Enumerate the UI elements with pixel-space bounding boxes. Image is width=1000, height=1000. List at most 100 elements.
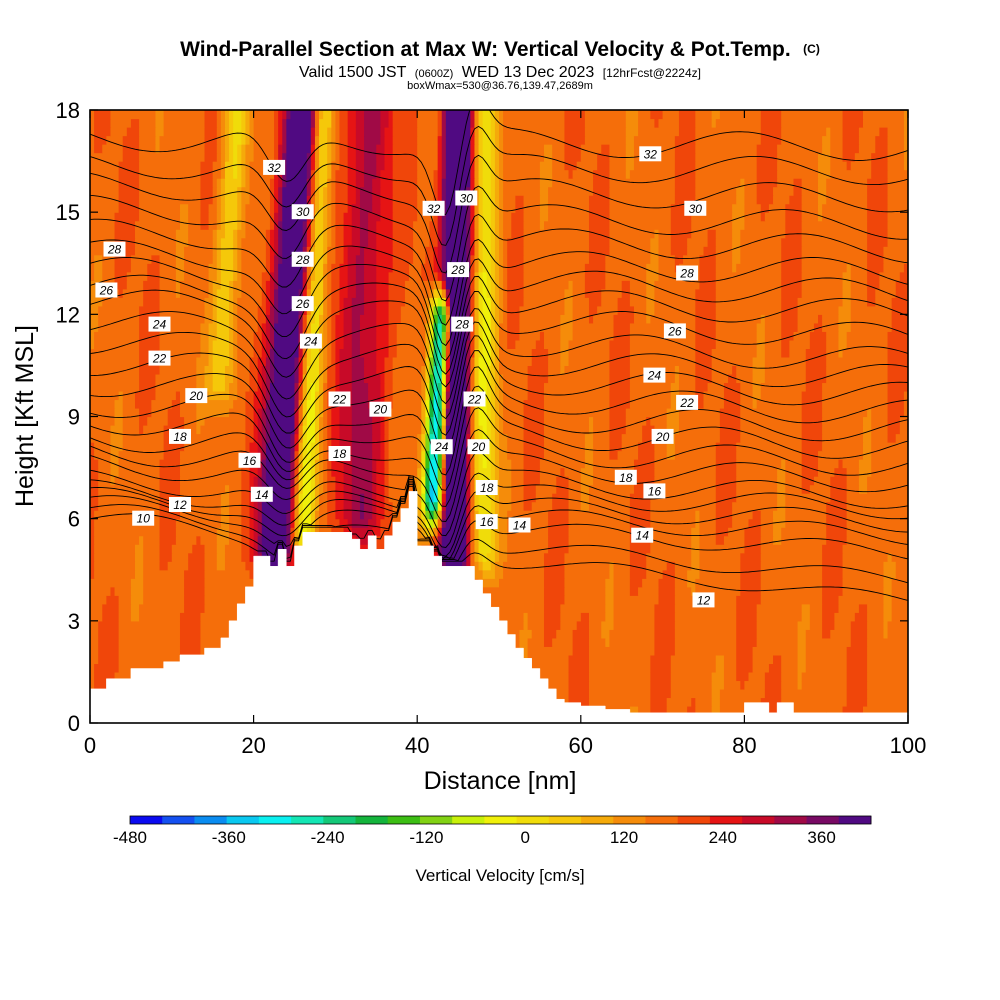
isentrope-label-text: 28 [295, 253, 310, 267]
velocity-cell [314, 476, 320, 486]
velocity-cell [523, 450, 545, 460]
velocity-cell [678, 425, 721, 435]
velocity-cell [887, 229, 908, 239]
velocity-cell [188, 203, 202, 213]
velocity-cell [331, 339, 336, 349]
velocity-cell [437, 237, 443, 247]
velocity-cell [584, 450, 594, 460]
velocity-cell [478, 416, 488, 426]
isentrope-line [90, 350, 908, 455]
velocity-cell [237, 382, 251, 392]
velocity-cell [233, 288, 242, 298]
velocity-cell [499, 433, 508, 443]
velocity-cell [188, 220, 202, 230]
velocity-cell [241, 484, 251, 494]
velocity-cell [494, 416, 500, 426]
velocity-cell [351, 501, 361, 511]
velocity-cell [822, 442, 864, 452]
velocity-cell [331, 322, 336, 332]
velocity-cell [494, 135, 500, 145]
copyright-mark: (C) [803, 42, 820, 56]
velocity-cell [887, 382, 908, 392]
velocity-cell [188, 237, 214, 247]
velocity-cell [482, 144, 492, 154]
velocity-cell [261, 373, 267, 384]
isentrope-label: 24 [148, 316, 171, 332]
velocity-cell [417, 510, 422, 520]
velocity-cell [437, 450, 443, 460]
velocity-cell [90, 544, 95, 554]
velocity-cell [494, 433, 500, 443]
velocity-cell [212, 229, 218, 239]
velocity-cell [245, 152, 255, 162]
velocity-cell [265, 348, 271, 358]
velocity-cell [298, 425, 304, 435]
velocity-cell [474, 527, 480, 537]
velocity-cell [830, 169, 872, 179]
velocity-cell [674, 365, 680, 375]
velocity-cell [478, 578, 500, 588]
velocity-cell [445, 254, 467, 264]
velocity-cell [229, 127, 234, 137]
velocity-cell [499, 254, 504, 264]
velocity-cell [494, 212, 500, 222]
velocity-cell [482, 263, 492, 273]
velocity-cell [781, 339, 790, 349]
velocity-cell [609, 237, 651, 247]
velocity-cell [335, 152, 341, 162]
velocity-cell [314, 484, 320, 494]
isentrope-label-text: 18 [333, 447, 347, 461]
velocity-cell [294, 518, 300, 528]
velocity-cell [887, 407, 905, 418]
velocity-cell [494, 501, 500, 511]
velocity-cell [380, 135, 386, 145]
velocity-cell [715, 263, 733, 273]
velocity-cell [314, 118, 320, 128]
velocity-cell [400, 314, 426, 324]
velocity-cell [719, 425, 741, 435]
velocity-cell [347, 263, 357, 273]
velocity-cell [736, 629, 758, 639]
velocity-cell [568, 663, 590, 673]
velocity-cell [351, 399, 369, 409]
velocity-cell [241, 501, 251, 511]
velocity-cell [609, 220, 672, 230]
velocity-cell [588, 246, 611, 256]
velocity-cell [654, 612, 676, 622]
velocity-cell [396, 331, 426, 341]
isentrope-label: 30 [684, 200, 707, 216]
velocity-cell [785, 203, 803, 213]
velocity-cell [499, 220, 504, 230]
velocity-cell [421, 450, 426, 460]
isentrope-label-text: 16 [480, 515, 494, 529]
velocity-cell [887, 186, 908, 196]
velocity-cell [781, 135, 823, 145]
velocity-cell [118, 288, 124, 298]
velocity-cell [850, 297, 868, 307]
velocity-cell [650, 416, 668, 426]
velocity-cell [364, 365, 377, 375]
velocity-cell [388, 297, 406, 307]
velocity-cell [425, 442, 431, 452]
velocity-cell [253, 425, 259, 435]
velocity-cell [883, 586, 893, 596]
velocity-cell [437, 322, 443, 332]
velocity-cell [719, 433, 741, 443]
velocity-cell [269, 297, 275, 307]
velocity-cell [286, 527, 292, 537]
velocity-cell [433, 484, 439, 494]
velocity-cell [846, 518, 908, 528]
velocity-cell [155, 118, 165, 128]
velocity-cell [732, 510, 754, 520]
velocity-cell [269, 339, 275, 349]
isentrope-label-box [467, 439, 490, 455]
velocity-cell [470, 280, 476, 290]
velocity-cell [470, 476, 476, 486]
velocity-cell [139, 161, 202, 171]
velocity-cell [867, 195, 889, 205]
velocity-cell [94, 680, 116, 690]
velocity-cell [216, 331, 230, 341]
velocity-cell [867, 603, 885, 613]
velocity-cell [261, 442, 267, 452]
